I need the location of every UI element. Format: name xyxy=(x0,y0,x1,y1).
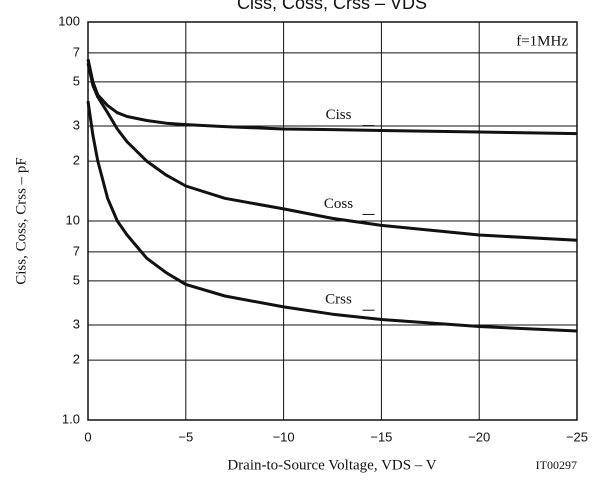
chart-title: Ciss, Coss, Crss – VDS xyxy=(237,0,427,13)
series-label: Ciss xyxy=(326,107,352,123)
y-tick-label: 100 xyxy=(58,13,80,28)
x-tick-label: −20 xyxy=(468,429,490,444)
series-line xyxy=(86,62,578,242)
series-line xyxy=(86,100,578,333)
annotation: IT00297 xyxy=(536,458,577,472)
y-tick-label: 3 xyxy=(73,117,80,132)
y-tick-label: 5 xyxy=(73,73,80,88)
plot-frame xyxy=(87,21,578,421)
y-tick-label: 5 xyxy=(73,272,80,287)
y-axis-label: Ciss, Coss, Crss – pF xyxy=(13,157,29,285)
series-label: Crss xyxy=(325,292,352,308)
y-tick-label: 10 xyxy=(66,212,80,227)
series-label: Coss xyxy=(324,196,353,212)
y-tick-label: 2 xyxy=(73,153,80,168)
y-tick-label: 7 xyxy=(73,44,80,59)
y-tick-label: 3 xyxy=(73,316,80,331)
x-tick-label: −5 xyxy=(178,429,193,444)
series-line xyxy=(86,58,578,136)
y-tick-label: 2 xyxy=(73,352,80,367)
x-tick-label: −10 xyxy=(273,429,295,444)
y-tick-label: 1.0 xyxy=(62,411,80,426)
x-axis-label: Drain-to-Source Voltage, VDS – V xyxy=(227,457,436,473)
annotation: f=1MHz xyxy=(516,33,568,49)
x-tick-label: −25 xyxy=(566,429,588,444)
x-tick-label: 0 xyxy=(84,429,91,444)
x-tick-label: −15 xyxy=(370,429,392,444)
y-tick-label: 7 xyxy=(73,243,80,258)
